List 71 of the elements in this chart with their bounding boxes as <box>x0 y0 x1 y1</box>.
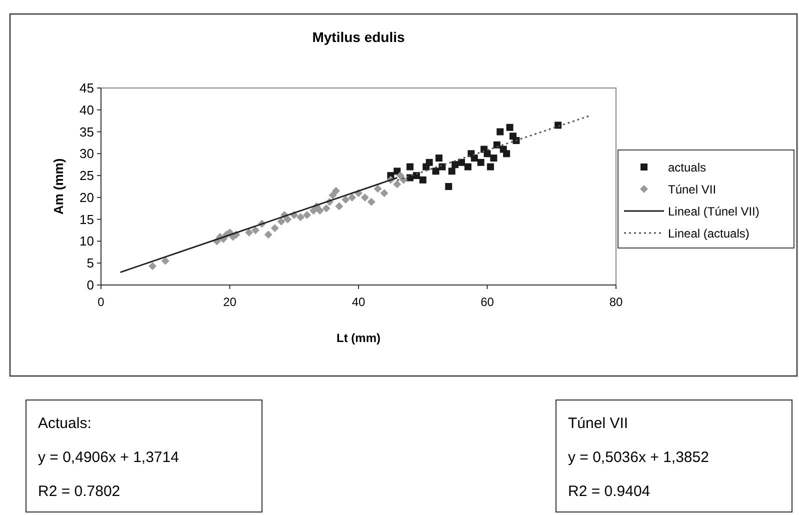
x-tick-label: 0 <box>98 295 105 309</box>
x-axis-title: Lt (mm) <box>336 331 380 345</box>
point <box>484 150 491 158</box>
y-tick-label: 30 <box>80 146 94 162</box>
point <box>296 213 305 222</box>
y-tick-label: 0 <box>86 278 94 292</box>
point <box>406 163 414 170</box>
point <box>264 230 272 239</box>
x-tick-label: 40 <box>352 295 366 309</box>
point <box>245 228 254 236</box>
point <box>270 224 279 232</box>
point <box>490 154 498 162</box>
x-tick-label: 80 <box>609 295 623 309</box>
point <box>284 215 292 224</box>
legend-label: Lineal (actuals) <box>668 226 750 240</box>
point <box>486 163 494 170</box>
x-tick-label: 20 <box>223 295 237 309</box>
point <box>316 206 324 215</box>
point <box>335 202 344 210</box>
point <box>309 206 318 215</box>
text: Actuals: y = 0,4906x + 1,3714 R2 = 0.7802 <box>38 415 179 500</box>
point <box>493 141 500 148</box>
point <box>435 154 442 162</box>
point <box>458 158 465 166</box>
point <box>303 210 311 219</box>
point <box>496 128 504 136</box>
point <box>322 204 330 212</box>
point <box>426 158 433 166</box>
point <box>452 161 459 168</box>
point <box>412 172 420 180</box>
x-tick-label: 60 <box>480 295 494 309</box>
point <box>367 198 376 206</box>
y-tick-label: 10 <box>80 234 94 249</box>
y-tick-label: 20 <box>80 190 94 205</box>
legend-label: actuals <box>668 160 706 174</box>
y-tick-label: 25 <box>80 168 94 184</box>
point <box>470 154 478 162</box>
point <box>342 196 350 204</box>
y-axis-title: Am (mm) <box>51 158 66 215</box>
point <box>328 191 337 200</box>
legend-label: Túnel VII <box>668 182 716 196</box>
y-tick-label: 40 <box>80 102 94 118</box>
y-tick-label: 15 <box>80 212 94 227</box>
chart-title: Mytilus edulis <box>312 29 405 45</box>
point <box>464 163 472 170</box>
point <box>277 218 286 226</box>
point <box>512 137 520 144</box>
point <box>360 193 369 202</box>
point <box>374 184 382 193</box>
point <box>477 158 484 166</box>
point <box>432 168 440 175</box>
point <box>148 262 156 270</box>
y-tick-label: 5 <box>86 256 94 271</box>
point <box>393 180 402 188</box>
point <box>380 189 388 198</box>
point <box>161 256 170 265</box>
point <box>506 124 514 131</box>
point <box>554 122 562 129</box>
y-tick-label: 45 <box>80 80 94 96</box>
point <box>445 183 452 190</box>
point <box>396 172 404 180</box>
point <box>348 193 356 202</box>
legend-label: Lineal (Túnel VII) <box>668 204 760 218</box>
point <box>503 150 510 158</box>
point <box>438 163 446 170</box>
point <box>332 186 340 195</box>
point <box>448 168 456 175</box>
point <box>252 226 260 234</box>
point <box>419 176 426 184</box>
y-tick-label: 35 <box>80 124 94 140</box>
text: Túnel VII y = 0,5036x + 1,3852 R2 = 0.9404 <box>568 415 709 500</box>
